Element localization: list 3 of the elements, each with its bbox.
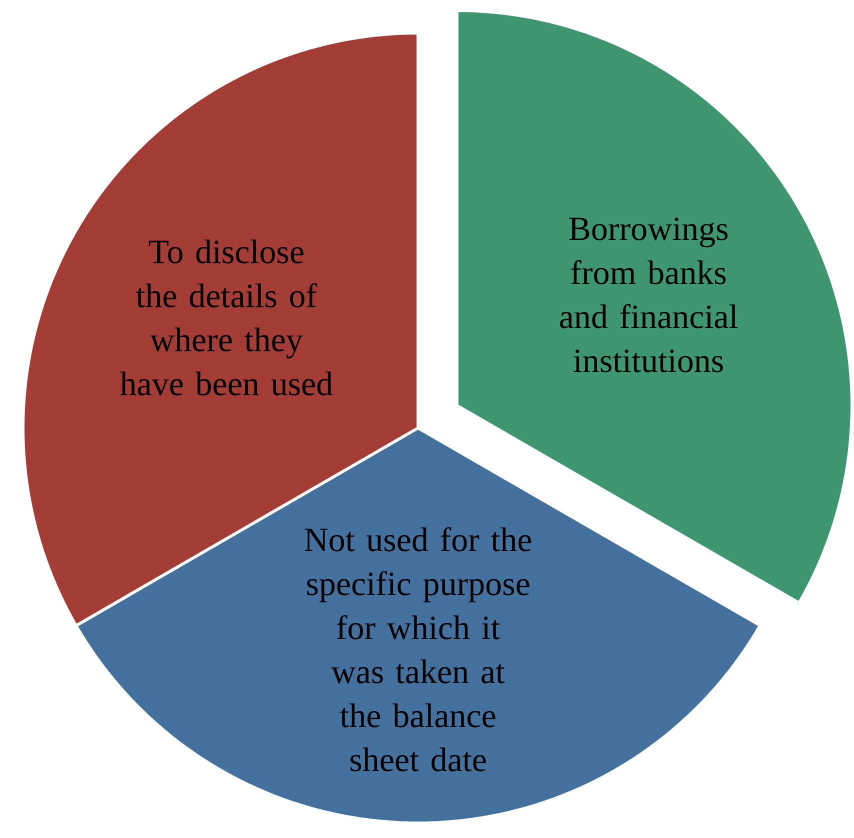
slice-label: To disclose the details of where they have been used bbox=[120, 239, 333, 396]
slice-label: Borrowings from banks and financial institutions bbox=[560, 217, 738, 372]
slice-label: Not used for the specific purpose for which it was taken at the balance sheet date bbox=[304, 527, 532, 772]
